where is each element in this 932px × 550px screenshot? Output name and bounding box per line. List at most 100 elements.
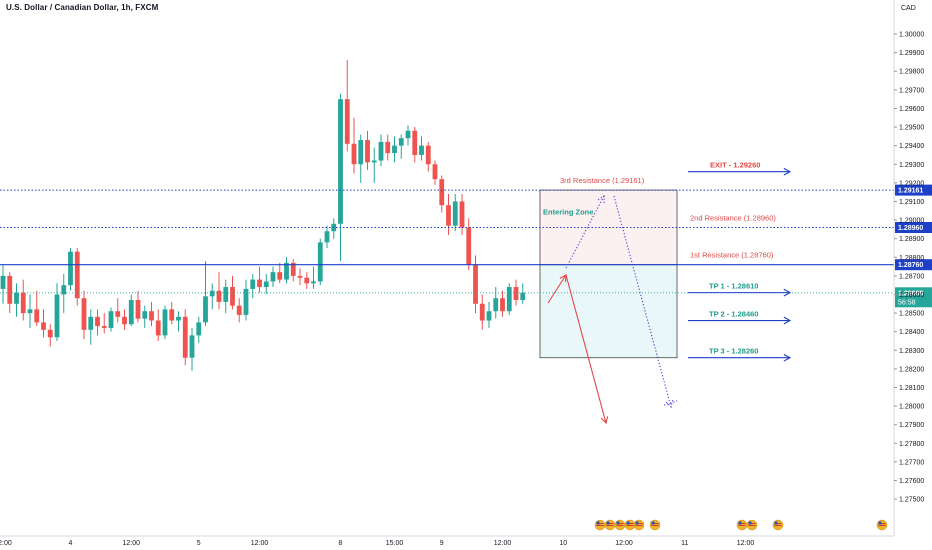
price-tick-label: 1.29000 (899, 218, 924, 225)
price-tick-label: 1.27900 (899, 422, 924, 429)
candle-down (122, 316, 127, 325)
event-flag-canton (606, 521, 610, 525)
candle-up (128, 300, 134, 325)
candle-down (466, 227, 472, 265)
candle-up (405, 130, 411, 139)
candle-down (425, 145, 431, 165)
event-flag-stripe (878, 525, 886, 526)
time-tick-label: 12:00 (0, 540, 12, 547)
candle-down (439, 179, 445, 206)
event-flag-stripe (635, 525, 643, 526)
event-icons (594, 519, 888, 531)
candle-down (95, 316, 100, 327)
price-line-label: 1.28760 (898, 262, 923, 269)
economic-event-icon[interactable] (736, 519, 748, 531)
tp-arrow-head (783, 316, 792, 325)
bar-countdown: 56:58 (898, 299, 916, 306)
time-tick-label: 8 (339, 540, 343, 547)
economic-event-icon[interactable] (624, 519, 636, 531)
time-tick-label: 12:00 (122, 540, 140, 547)
economic-event-icon[interactable] (876, 519, 888, 531)
candle-up (452, 201, 458, 226)
candle-up (54, 294, 60, 338)
candle-down (432, 164, 438, 180)
time-tick-label: 9 (440, 540, 444, 547)
candle-down (236, 305, 242, 315)
price-tick-label: 1.29700 (899, 87, 924, 94)
price-tick-label: 1.28300 (899, 348, 924, 355)
price-tick-label: 1.29100 (899, 199, 924, 206)
time-tick-label: 12:00 (251, 540, 269, 547)
candle-up (493, 298, 499, 312)
candle-down (216, 290, 222, 302)
event-flag-stripe (596, 525, 604, 526)
event-flag-stripe (616, 525, 624, 526)
candle-up (189, 335, 195, 358)
candle-down (74, 251, 80, 299)
price-tick-label: 1.27600 (899, 478, 924, 485)
bullish-path-up (565, 195, 605, 269)
price-tick-label: 1.29400 (899, 143, 924, 150)
candle-up (263, 281, 269, 288)
candle-up (392, 145, 397, 154)
economic-event-icon[interactable] (746, 519, 758, 531)
candle-up (338, 99, 343, 224)
candle-down (459, 201, 465, 228)
event-flag-stripe (635, 523, 643, 524)
price-tick-label: 1.28500 (899, 311, 924, 318)
price-axis: 1.30000 1.29900 1.29800 1.29700 1.29600 1.295… (893, 0, 924, 536)
candle-up (196, 322, 202, 336)
price-tick-label: 1.28400 (899, 329, 924, 336)
price-tick-label: 1.29200 (899, 180, 924, 187)
chart-title: U.S. Dollar / Canadian Dollar, 1h, FXCM (6, 3, 159, 12)
candle-down (344, 99, 350, 144)
entering-zone-box[interactable] (539, 189, 678, 266)
event-flag-stripe (596, 523, 604, 524)
candle-up (209, 290, 215, 297)
event-flag-stripe (748, 525, 756, 526)
price-line-label-bg (895, 259, 932, 271)
candle-down (7, 275, 13, 304)
candle-up (284, 262, 289, 280)
time-tick-label: 15:00 (386, 540, 404, 547)
economic-event-icon[interactable] (772, 519, 784, 531)
price-tick-label: 1.28700 (899, 273, 924, 280)
candle-up (398, 138, 404, 146)
candle-up (162, 309, 168, 336)
candle-down (412, 130, 418, 155)
price-tick-label: 1.27800 (899, 441, 924, 448)
event-flag-stripe (626, 523, 634, 524)
candle-down (513, 287, 519, 301)
candle-down (101, 326, 107, 328)
candle-down (304, 277, 310, 284)
candle-down (351, 143, 357, 165)
price-tick-label: 1.29500 (899, 125, 924, 132)
economic-event-icon[interactable] (594, 519, 606, 531)
event-flag-canton (651, 521, 655, 525)
candle-down (149, 311, 154, 321)
event-flag-stripe (738, 525, 746, 526)
bearish-arrow (565, 274, 607, 424)
time-tick-label: 12:00 (737, 540, 755, 547)
price-tick-label: 1.28800 (899, 255, 924, 262)
time-tick-label: 11 (681, 540, 688, 547)
event-flag-canton (635, 521, 639, 525)
economic-event-icon[interactable] (604, 519, 616, 531)
time-tick-label: 12:00 (615, 540, 633, 547)
economic-event-icon[interactable] (633, 519, 645, 531)
economic-event-icon[interactable] (649, 519, 661, 531)
event-flag-canton (616, 521, 620, 525)
price-tick-label: 1.29900 (899, 50, 924, 57)
target-zone-box[interactable] (539, 264, 678, 359)
candle-up (324, 231, 330, 243)
economic-event-icon[interactable] (614, 519, 626, 531)
bullish-path-tail (663, 400, 678, 406)
entering-zone-label: Entering Zone (543, 207, 593, 216)
price-line-label: 1.28960 (898, 225, 923, 232)
candle-down (135, 300, 141, 319)
candle-up (250, 279, 256, 289)
candle-down (169, 309, 175, 321)
exit-arrow-head (783, 167, 792, 176)
time-tick-label: 10 (559, 540, 567, 547)
